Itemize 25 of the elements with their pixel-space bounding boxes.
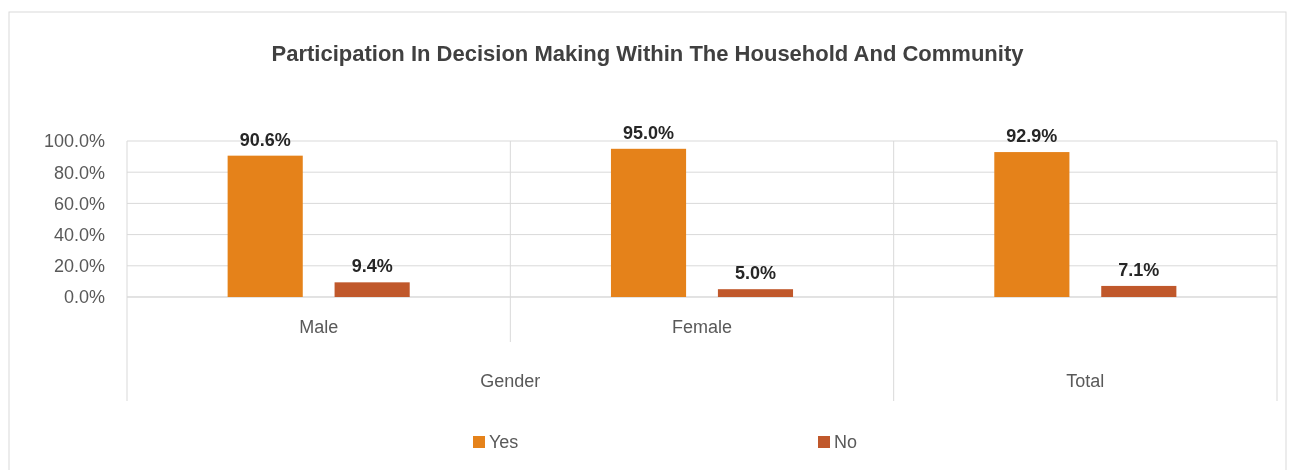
bar — [1101, 285, 1177, 297]
y-tick-label: 80.0% — [53, 162, 105, 183]
x-tick-label: Female — [671, 317, 733, 337]
data-label: 90.6% — [239, 129, 291, 150]
y-tick-label: 0.0% — [63, 287, 105, 308]
data-label: 7.1% — [1118, 259, 1160, 280]
bar — [717, 289, 794, 297]
legend-label: Yes — [489, 432, 519, 452]
data-label: 9.4% — [351, 256, 393, 277]
bar — [610, 148, 687, 297]
bar — [334, 282, 410, 297]
bar — [994, 152, 1070, 297]
y-tick-label: 100.0% — [43, 131, 105, 152]
data-label: 95.0% — [623, 122, 675, 143]
text: Gender — [480, 371, 541, 391]
y-tick-label: 60.0% — [53, 193, 105, 214]
bar — [227, 155, 303, 297]
data-label: 5.0% — [734, 263, 776, 284]
y-tick-label: 20.0% — [53, 256, 105, 277]
y-tick-label: 40.0% — [53, 224, 105, 245]
x-tick-label: Male — [299, 317, 339, 337]
text: Total — [1066, 371, 1105, 391]
data-label: 92.9% — [1006, 126, 1058, 147]
chart-title: Participation In Decision Making Within The Household And Community — [271, 41, 1025, 66]
legend-label: No — [834, 432, 858, 452]
